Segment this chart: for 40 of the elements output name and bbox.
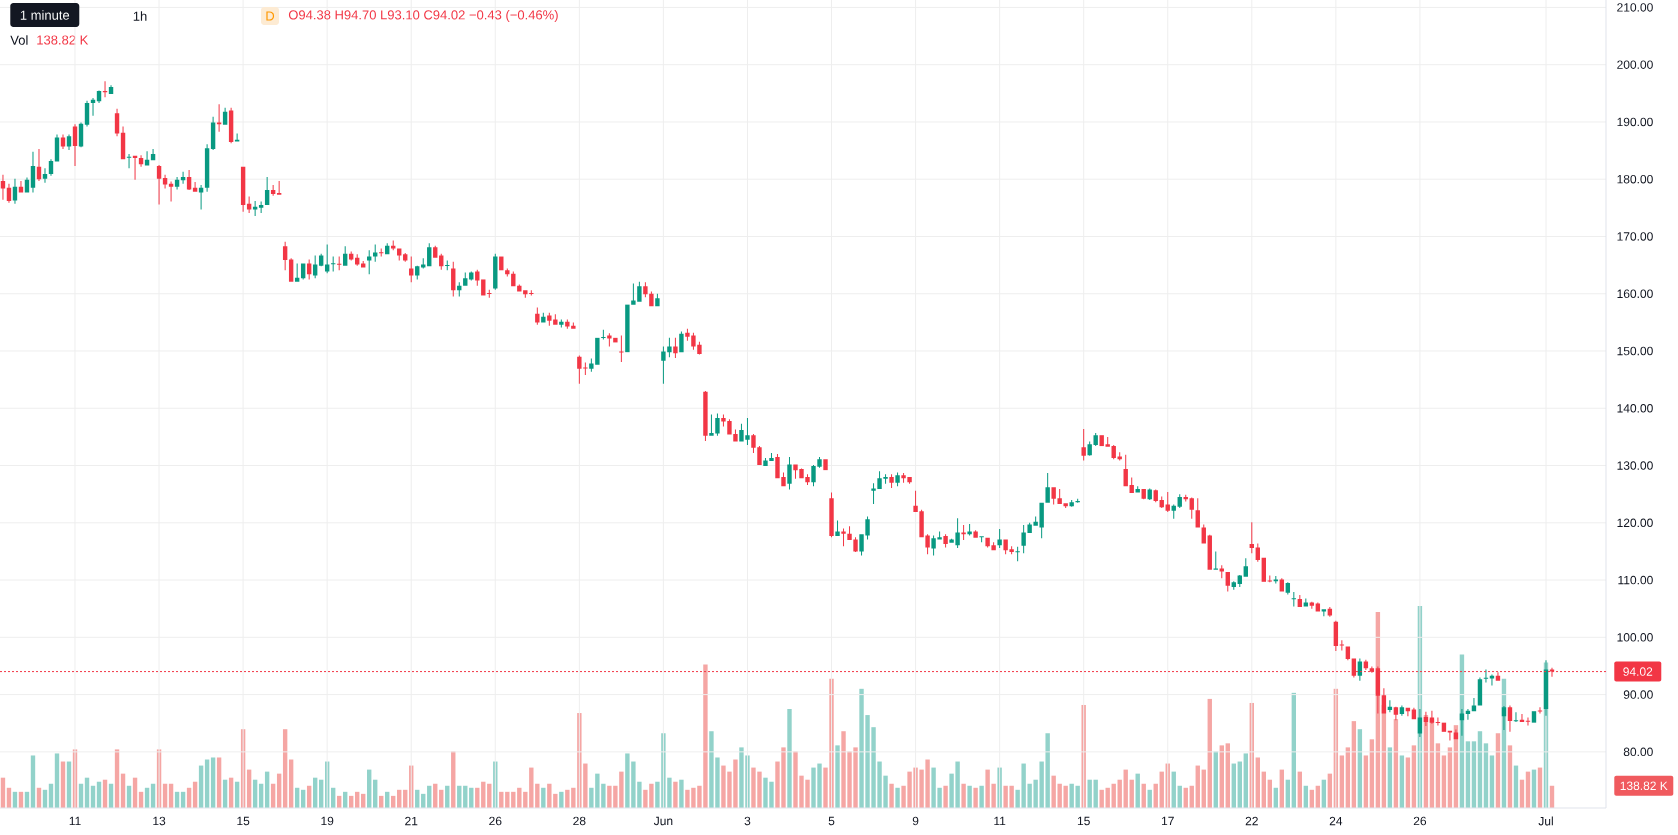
y-tick-label: 130.00: [1617, 461, 1653, 470]
ref-line-label: 94.02: [1623, 667, 1653, 676]
x-tick-label: 11: [69, 816, 81, 826]
x-tick-label: 24: [1329, 816, 1343, 826]
x-tick-label: 19: [321, 816, 334, 826]
text: 1h: [133, 11, 147, 21]
x-tick-label: Jul: [1538, 816, 1553, 826]
y-tick-label: 170.00: [1617, 232, 1653, 241]
x-tick-label: 28: [573, 816, 586, 826]
x-tick-label: 26: [489, 816, 502, 826]
y-tick-label: 100.00: [1617, 633, 1653, 642]
y-tick-label: 120.00: [1617, 518, 1653, 528]
annotation: 1 minute: [20, 10, 70, 20]
annotation: 138.82 K: [37, 35, 89, 45]
chart-title: Vol: [10, 35, 28, 45]
x-tick-label: 26: [1413, 816, 1427, 826]
x-tick-label: 9: [912, 816, 919, 826]
y-tick-label: 190.00: [1617, 117, 1653, 127]
y-tick-label: 180.00: [1617, 174, 1653, 184]
y-tick-label: 210.00: [1617, 3, 1653, 12]
text: 138.82 K: [1620, 781, 1668, 791]
annotation: O94.38 H94.70 L93.10 C94.02 −0.43 (−0.46%): [288, 9, 558, 23]
x-tick-label: 3: [744, 816, 751, 826]
x-tick-label: 17: [1161, 816, 1174, 826]
y-tick-label: 140.00: [1617, 404, 1653, 413]
x-tick-label: 13: [153, 816, 166, 826]
y-tick-label: 160.00: [1617, 289, 1653, 299]
y-tick-label: 90.00: [1623, 690, 1653, 699]
y-tick-label: 110.00: [1618, 575, 1653, 585]
y-tick-label: 80.00: [1623, 747, 1653, 757]
x-tick-label: 5: [828, 816, 835, 826]
x-tick-label: 21: [405, 816, 418, 826]
annotation: D: [266, 11, 275, 21]
x-tick-label: 22: [1245, 816, 1258, 826]
y-tick-label: 200.00: [1617, 60, 1653, 69]
y-tick-label: 150.00: [1617, 346, 1653, 356]
x-tick-label: Jun: [653, 816, 673, 826]
x-tick-label: 11: [994, 816, 1006, 826]
x-tick-label: 15: [1077, 816, 1090, 826]
x-tick-label: 15: [237, 816, 250, 826]
